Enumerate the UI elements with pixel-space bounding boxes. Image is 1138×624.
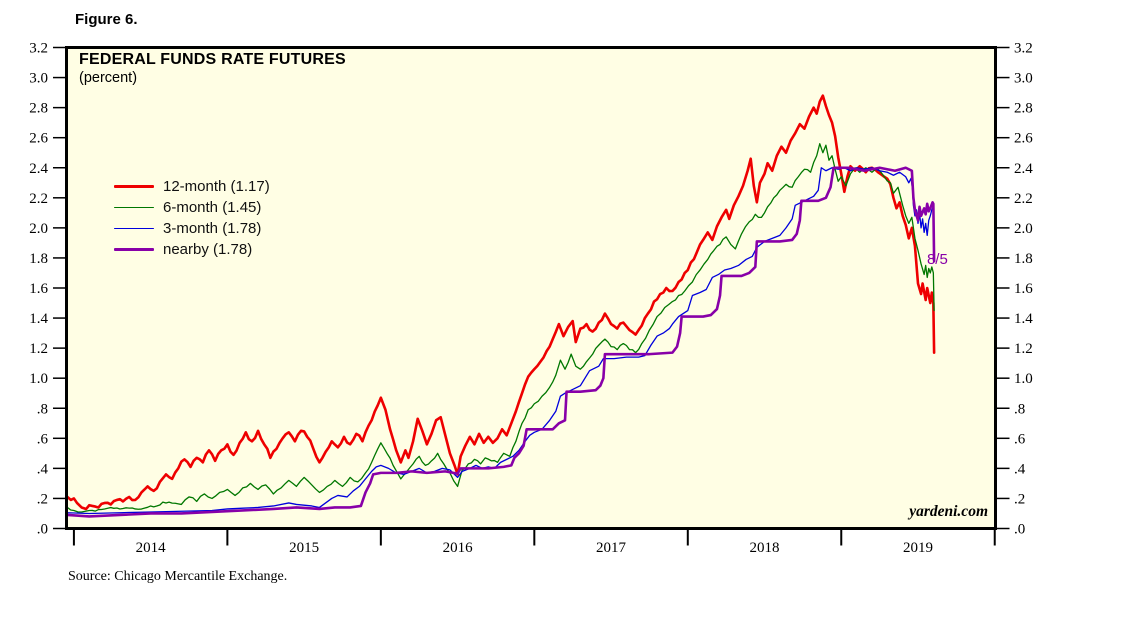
source-note: Source: Chicago Mercantile Exchange.: [68, 569, 288, 584]
y-tick-label-left: 1.4: [29, 311, 48, 327]
legend-row: nearby (1.78): [114, 239, 270, 260]
y-tick-label-left: .6: [37, 431, 49, 447]
watermark: yardeni.com: [909, 503, 988, 520]
legend-line-swatch: [114, 206, 154, 209]
x-year-label: 2014: [136, 540, 167, 556]
x-year-label: 2015: [289, 540, 319, 556]
y-tick-label-left: 1.2: [29, 341, 48, 357]
y-tick-label-right: 2.0: [1014, 221, 1033, 237]
y-tick-label-right: 2.6: [1014, 131, 1033, 147]
y-tick-label-right: 1.0: [1014, 371, 1033, 387]
legend-label: 6-month (1.45): [163, 199, 262, 216]
legend-row: 12-month (1.17): [114, 176, 270, 197]
plot-frame: [65, 46, 997, 530]
legend: 12-month (1.17) 6-month (1.45) 3-month (1.…: [114, 176, 270, 260]
y-tick-label-right: .0: [1014, 522, 1025, 538]
y-tick-label-right: 1.2: [1014, 341, 1033, 357]
chart-subtitle: (percent): [79, 70, 138, 86]
y-tick-label-left: 1.0: [29, 371, 48, 387]
y-tick-label-right: 1.6: [1014, 281, 1033, 297]
legend-line-swatch: [114, 185, 154, 188]
y-tick-label-left: 1.6: [29, 281, 48, 297]
figure-label: Figure 6.: [75, 11, 138, 28]
y-tick-label-left: 2.8: [29, 101, 48, 117]
y-tick-label-right: 2.4: [1014, 161, 1033, 177]
legend-row: 6-month (1.45): [114, 197, 270, 218]
series-line-3-month: [66, 167, 935, 515]
y-tick-label-left: 2.6: [29, 131, 48, 147]
y-tick-label-right: 2.8: [1014, 101, 1033, 117]
y-tick-label-left: 2.4: [29, 161, 48, 177]
y-tick-label-left: .0: [37, 522, 48, 538]
y-tick-label-right: .2: [1014, 491, 1025, 507]
y-tick-label-left: 3.2: [29, 41, 48, 57]
y-tick-label-left: 3.0: [29, 71, 48, 87]
y-tick-label-right: .4: [1014, 461, 1026, 477]
y-tick-label-right: .8: [1014, 401, 1025, 417]
x-year-label: 2018: [750, 540, 780, 556]
x-year-label: 2017: [596, 540, 627, 556]
legend-label: nearby (1.78): [163, 241, 253, 258]
x-year-label: 2019: [903, 540, 933, 556]
series-line-6-month: [66, 143, 935, 513]
last-date-annotation: 8/5: [926, 250, 948, 268]
legend-line-swatch: [114, 248, 154, 251]
y-tick-label-right: .6: [1014, 431, 1026, 447]
series-lines: [66, 94, 936, 518]
y-tick-label-right: 3.0: [1014, 71, 1033, 87]
series-line-12-month: [66, 94, 936, 511]
y-tick-label-right: 3.2: [1014, 41, 1033, 57]
plot-area: [66, 47, 996, 529]
legend-label: 3-month (1.78): [163, 220, 262, 237]
legend-row: 3-month (1.78): [114, 218, 270, 239]
y-tick-label-left: .4: [37, 461, 49, 477]
x-year-label: 2016: [443, 540, 474, 556]
chart-title: FEDERAL FUNDS RATE FUTURES: [79, 51, 346, 68]
y-tick-label-left: .2: [37, 491, 48, 507]
y-tick-label-right: 2.2: [1014, 191, 1033, 207]
legend-label: 12-month (1.17): [163, 178, 270, 195]
y-tick-label-left: 2.0: [29, 221, 48, 237]
y-tick-label-left: 2.2: [29, 191, 48, 207]
axis-ticks: [53, 46, 1010, 546]
y-tick-label-left: .8: [37, 401, 48, 417]
y-tick-label-right: 1.8: [1014, 251, 1033, 267]
y-tick-label-right: 1.4: [1014, 311, 1033, 327]
y-tick-label-left: 1.8: [29, 251, 48, 267]
axis-labels: 3.2 3.2 3.0 3.0 2.8 2.8 2.6 2.6 2.4 2.4 2.2 2.2 2.0 2…: [29, 41, 1033, 557]
legend-line-swatch: [114, 227, 154, 230]
series-line-nearby: [66, 166, 936, 518]
